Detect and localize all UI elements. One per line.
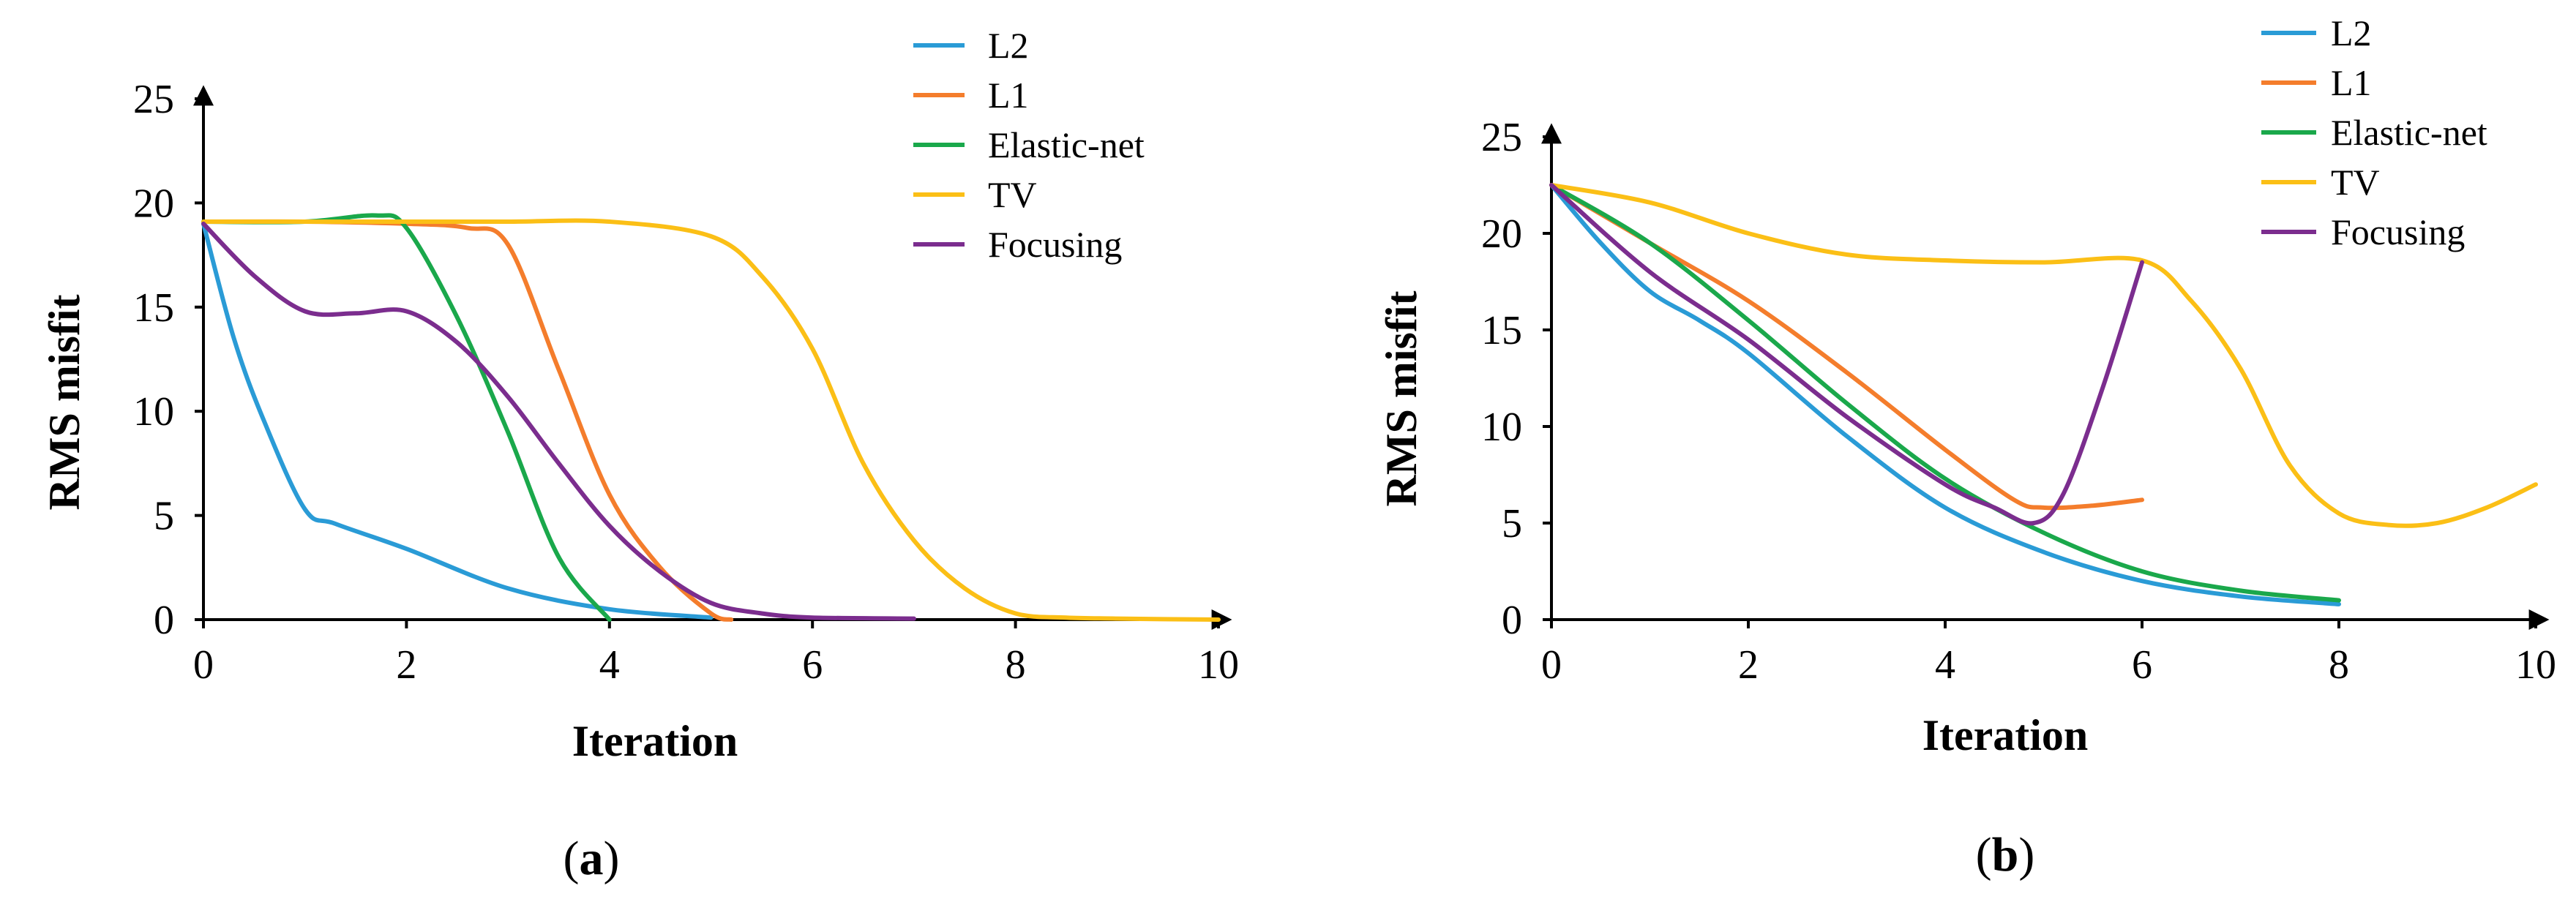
caption-open: (: [1976, 828, 1992, 882]
legend-label: L2: [988, 25, 1029, 66]
caption-close: ): [2018, 828, 2034, 882]
caption-letter: b: [1992, 828, 2019, 882]
chart-panel-b: 0 2 4 6 8 10 0 5 10 15 20 25 L2 L1 Elastic-net TV Focus…: [1377, 12, 2556, 882]
y-axis-label: RMS misfit: [1377, 291, 1426, 507]
y-tick-label: 5: [154, 494, 174, 539]
legend-entry: L1: [913, 75, 1029, 116]
x-tick-label: 4: [599, 642, 620, 688]
legend-label: Elastic-net: [988, 124, 1145, 165]
y-tick-label: 0: [1502, 598, 1522, 643]
y-tick-label: 10: [1481, 405, 1522, 450]
series-line-elastic-net: [1549, 183, 2341, 603]
x-tick-label: 0: [1541, 642, 1562, 688]
series-line-focusing: [1549, 183, 2144, 526]
y-tick-label: 5: [1502, 501, 1522, 546]
legend-label: TV: [2331, 162, 2380, 203]
legend-entry: Focusing: [913, 224, 1122, 265]
y-tick-label: 20: [133, 181, 174, 226]
y-tick-label: 25: [1481, 115, 1522, 160]
y-tick-label: 15: [133, 285, 174, 331]
panel-caption: (b): [1976, 828, 2035, 882]
legend-entry: L2: [913, 25, 1029, 66]
legend-entry: L2: [2261, 12, 2372, 53]
x-axis-label: Iteration: [572, 717, 738, 765]
x-tick-label: 8: [1006, 642, 1026, 688]
series-line-tv: [201, 218, 1221, 622]
x-tick-label: 2: [396, 642, 416, 688]
y-axis-label: RMS misfit: [40, 295, 89, 511]
y-tick-label: 0: [154, 598, 174, 643]
x-tick-label: 4: [1935, 642, 1955, 688]
series-line-l1: [1549, 183, 2144, 511]
series-line-focusing: [201, 221, 916, 621]
y-tick-label: 20: [1481, 211, 1522, 257]
caption-open: (: [564, 832, 580, 885]
legend-entry: Elastic-net: [913, 124, 1145, 165]
x-axis-label: Iteration: [1922, 711, 2089, 759]
x-tick-label: 0: [193, 642, 214, 688]
series-line-l2: [1549, 183, 2341, 606]
legend-entry: TV: [913, 174, 1037, 215]
legend-label: L1: [2331, 62, 2372, 103]
series-line-tv: [1549, 183, 2538, 528]
y-tick-label: 10: [133, 389, 174, 435]
caption-close: ): [604, 832, 620, 885]
y-tick-label: 25: [133, 77, 174, 122]
legend-label: TV: [988, 174, 1037, 215]
legend-label: L2: [2331, 12, 2372, 53]
chart-panel-a: 0 2 4 6 8 10 0 5 10 15 20 25 L2 L1 Elastic-net TV Focus…: [40, 25, 1239, 885]
y-tick-label: 15: [1481, 308, 1522, 353]
series-line-l2: [201, 221, 714, 620]
legend-label: L1: [988, 75, 1029, 116]
x-tick-label: 6: [802, 642, 823, 688]
legend-label: Focusing: [988, 224, 1122, 265]
legend-entry: TV: [2261, 162, 2380, 203]
legend-entry: L1: [2261, 62, 2372, 103]
legend-entry: Focusing: [2261, 211, 2465, 252]
x-tick-label: 10: [1198, 642, 1239, 688]
legend-label: Elastic-net: [2331, 112, 2487, 153]
x-tick-label: 6: [2132, 642, 2152, 688]
x-tick-label: 8: [2329, 642, 2349, 688]
x-tick-label: 2: [1738, 642, 1759, 688]
panel-caption: (a): [564, 832, 620, 885]
legend-entry: Elastic-net: [2261, 112, 2487, 153]
series-line-l1: [201, 219, 734, 622]
caption-letter: a: [580, 832, 604, 885]
legend-label: Focusing: [2331, 211, 2465, 252]
x-tick-label: 10: [2515, 642, 2556, 688]
